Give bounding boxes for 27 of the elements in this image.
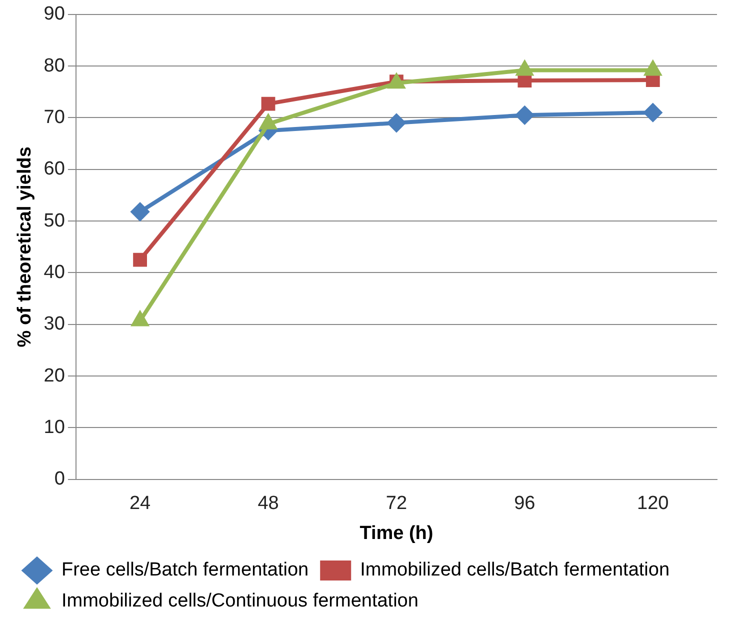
point [261, 96, 276, 111]
point [518, 74, 532, 88]
y-tick-label: 60 [44, 158, 65, 180]
y-tick-label: 70 [44, 106, 65, 128]
x-axis-title: Time (h) [360, 522, 434, 544]
legend-label: Free cells/Batch fermentation [62, 560, 309, 581]
legend-label: Immobilized cells/Batch fermentation [360, 560, 670, 581]
x-tick-label: 96 [514, 493, 536, 514]
x-tick-label: 48 [258, 493, 279, 514]
y-tick-label: 40 [44, 262, 65, 283]
y-tick-label: 30 [44, 314, 65, 335]
x-tick-label: 72 [386, 493, 408, 514]
y-axis-title: % of theoretical yields [14, 146, 36, 348]
y-tick-label: 90 [44, 4, 65, 25]
y-tick-label: 80 [44, 55, 65, 76]
y-tick-label: 10 [44, 416, 65, 438]
point [516, 106, 534, 124]
y-tick-label: 20 [44, 365, 65, 386]
x-tick-label: 120 [637, 493, 669, 514]
point [387, 114, 406, 132]
y-tick-label: 50 [44, 210, 65, 232]
x-tick-label: 24 [129, 493, 152, 514]
point [131, 202, 150, 221]
legend-label: Immobilized cells/Continuous fermentation [62, 590, 418, 612]
point [133, 252, 147, 267]
y-tick-label: 0 [54, 468, 65, 490]
point [644, 104, 662, 122]
